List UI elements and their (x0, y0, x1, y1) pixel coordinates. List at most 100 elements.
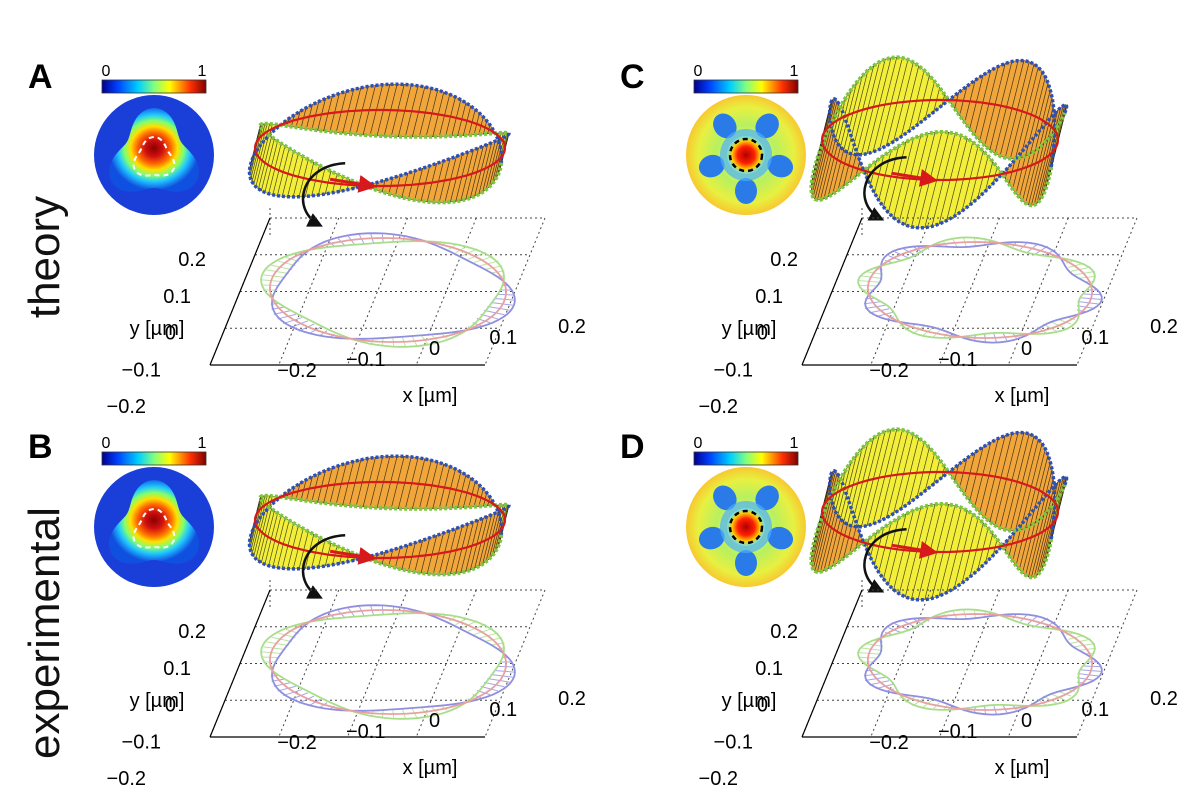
projection-hatch (277, 632, 296, 639)
map-core (727, 508, 765, 546)
projection-hatch (1074, 643, 1096, 648)
projection-hatch (277, 260, 296, 267)
colorbar-max-label: 1 (198, 435, 207, 452)
grid-line (1076, 217, 1138, 366)
projection-hatch (277, 685, 296, 692)
colorbar-gradient (693, 79, 799, 94)
y-tick-label: 0.2 (770, 249, 798, 271)
projection-hatch (486, 265, 503, 270)
projection-hatch (266, 641, 289, 647)
x-tick-label: −0.2 (869, 360, 908, 382)
ribbon-edge-blue (247, 82, 511, 199)
projection-hatch (1070, 266, 1091, 272)
projection-hatch (864, 304, 886, 309)
ribbon-edge-green (809, 55, 1067, 208)
map-dark-lobe (698, 526, 725, 550)
grid-line (870, 217, 932, 366)
y-axis-line (801, 589, 863, 738)
projection-trace (260, 612, 505, 720)
x-tick-label: 0.1 (1081, 699, 1109, 721)
polarization-ribbon (809, 55, 1069, 230)
projection-hatch (480, 313, 499, 320)
x-tick-label: −0.1 (938, 349, 977, 371)
grid-line (484, 217, 546, 366)
y-axis-label: y [µm] (130, 318, 185, 340)
projection-trace (866, 241, 1094, 339)
projection-hatch (1070, 638, 1091, 644)
projection-trace (269, 609, 507, 715)
colorbar-min-label: 0 (694, 63, 703, 80)
map-hotspot (109, 108, 199, 192)
x-axis-label: x [µm] (403, 385, 458, 407)
y-tick-label: 0.1 (755, 286, 783, 308)
black-curved-arrow (863, 155, 907, 221)
polarization-ribbon (809, 427, 1069, 602)
projection-axes: 0.20.10−0.1−0.2−0.2 −0.1 0 0.1 0.2y [µm]x [µ… (699, 208, 1178, 418)
projection-hatch (283, 317, 303, 325)
colorbar-max-label: 1 (198, 63, 207, 80)
y-tick-label: −0.1 (714, 359, 753, 381)
projection-hatch (487, 305, 510, 311)
polarization-ribbon (247, 454, 511, 599)
projection-hatch (863, 673, 881, 677)
panel-letter-a: A (28, 58, 53, 96)
colorbar-gradient (693, 451, 799, 466)
grid-line (870, 589, 932, 738)
red-arrow (891, 169, 939, 187)
map-core (727, 136, 765, 174)
x-tick-label: 0 (429, 710, 440, 732)
projection-hatch (266, 269, 289, 275)
x-tick-label: 0.2 (1150, 316, 1178, 338)
projection-hatch (486, 637, 503, 642)
projection-hatch (483, 309, 505, 316)
grid-line (415, 217, 477, 366)
projection-hatch (1079, 647, 1097, 651)
projection-hatch (869, 308, 890, 314)
map-dark-lobe (713, 113, 737, 139)
projection-axes: 0.20.10−0.1−0.2−0.2 −0.1 0 0.1 0.2y [µm]x [µ… (107, 208, 586, 418)
black-curved-arrow (301, 533, 346, 599)
projection-hatch (467, 251, 486, 260)
projection-hatch (867, 643, 884, 647)
map-dark-lobe (735, 550, 757, 576)
projection-trace (271, 232, 516, 340)
y-tick-label: 0.1 (755, 658, 783, 680)
y-tick-label: 0.2 (178, 249, 206, 271)
map-dark-lobe (698, 154, 725, 178)
projection-hatch (861, 275, 883, 279)
x-tick-label: −0.2 (277, 360, 316, 382)
red-arrow (329, 175, 377, 193)
projection-hatch (271, 636, 293, 643)
projection-hatch (473, 255, 493, 263)
ribbon-center-line (820, 470, 1060, 554)
projection-hatch (1077, 673, 1099, 677)
map-dark-lobe (767, 154, 794, 178)
x-tick-label: 0 (429, 338, 440, 360)
projection-hatch (861, 647, 883, 651)
panel-a: 0 10.20.10−0.1−0.2−0.2 −0.1 0 0.1 0.2y [µm]x … (94, 63, 586, 418)
panels-layer: 0 1 0.2 0.1 0 −0.1 −0.2 −0.2 −0.1 0 0.1 0.2 y [µm] x … (94, 55, 1178, 790)
projection-hatch (490, 674, 513, 678)
projection-hatch (480, 685, 499, 692)
x-tick-label: −0.2 (869, 732, 908, 754)
map-hotspot (109, 480, 199, 564)
ribbon-edge-blue (827, 430, 1069, 602)
red-arrow (891, 541, 939, 559)
grid-line (1007, 589, 1069, 738)
projection-trace (269, 237, 507, 343)
projection-hatch (869, 680, 890, 686)
panel-d: 0 10.20.10−0.1−0.2−0.2 −0.1 0 0.1 0.2y [µm]x … (686, 427, 1178, 790)
grid-line (278, 589, 340, 738)
x-axis-label: x [µm] (995, 757, 1050, 779)
projection-hatch (283, 689, 303, 697)
grid-line (484, 589, 546, 738)
projection-hatch (1079, 275, 1097, 279)
colorbar-max-label: 1 (790, 63, 799, 80)
x-tick-label: 0 (1021, 710, 1032, 732)
colorbar-gradient (101, 451, 207, 466)
y-axis-label: y [µm] (722, 318, 777, 340)
colorbar-max-label: 1 (790, 435, 799, 452)
projection-traces (857, 236, 1103, 344)
x-tick-label: 0.1 (489, 327, 517, 349)
projection-hatch (483, 681, 505, 688)
